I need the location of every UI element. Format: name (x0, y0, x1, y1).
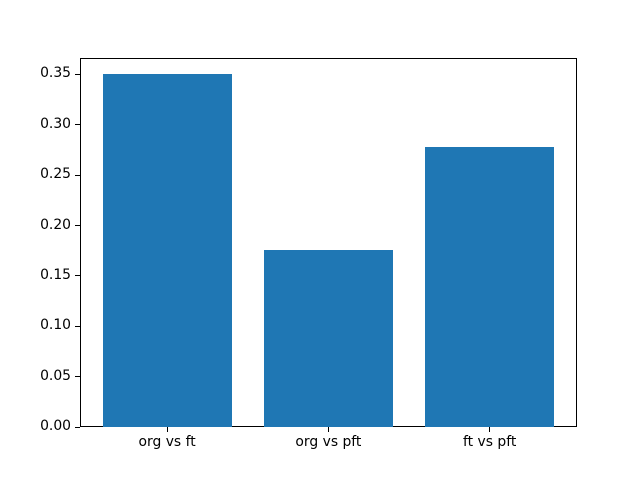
x-tick-mark (166, 427, 168, 433)
x-tick-label: org vs ft (138, 434, 196, 451)
y-tick-mark (75, 325, 80, 327)
x-tick-mark (489, 427, 491, 433)
y-tick-label: 0.25 (40, 166, 71, 183)
y-tick-label: 0.10 (40, 317, 71, 334)
y-tick-label: 0.05 (40, 367, 71, 384)
y-tick-mark (75, 426, 80, 428)
y-tick-label: 0.20 (40, 216, 71, 233)
y-tick-mark (75, 73, 80, 75)
y-tick-mark (75, 225, 80, 226)
y-tick-mark (75, 376, 80, 378)
x-tick-label: ft vs pft (463, 434, 517, 451)
y-tick-label: 0.35 (40, 65, 71, 82)
y-tick-label: 0.00 (40, 418, 71, 435)
y-tick-mark (75, 275, 80, 277)
bar-org-vs-pft (263, 249, 393, 428)
bar-ft-vs-pft (425, 146, 555, 428)
bar-org-vs-ft (102, 74, 232, 428)
y-tick-mark (75, 124, 80, 126)
x-tick-label: org vs pft (295, 434, 362, 451)
y-tick-mark (75, 174, 80, 176)
x-tick-mark (327, 427, 329, 433)
y-tick-label: 0.15 (40, 266, 71, 283)
y-tick-label: 0.30 (40, 115, 71, 132)
